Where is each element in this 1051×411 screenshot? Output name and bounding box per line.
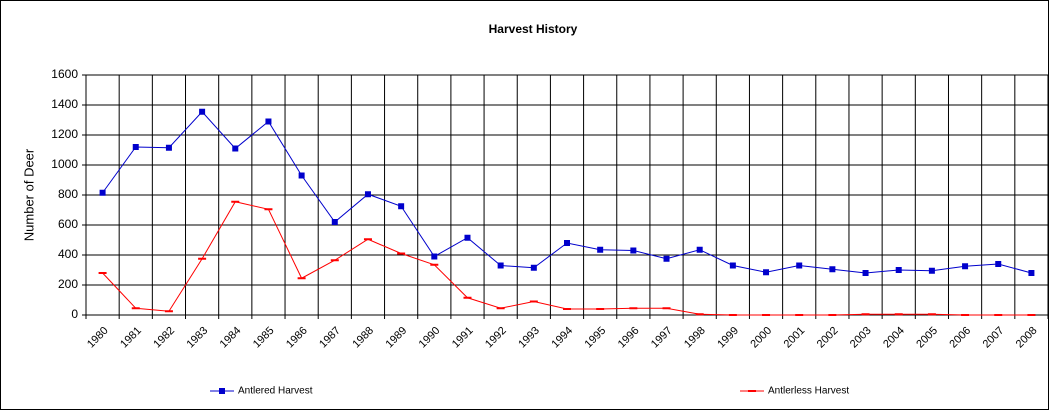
- y-tick-label: 600: [58, 217, 78, 231]
- legend-label: Antlered Harvest: [238, 386, 313, 397]
- marker: [728, 314, 737, 316]
- marker: [696, 246, 703, 253]
- y-tick-label: 1600: [51, 67, 78, 81]
- marker: [164, 310, 173, 313]
- y-tick-label: 800: [58, 187, 78, 201]
- marker: [862, 270, 869, 276]
- marker: [928, 267, 935, 274]
- marker: [496, 307, 505, 310]
- marker: [762, 314, 771, 316]
- y-tick-label: 1400: [51, 97, 78, 111]
- marker: [398, 203, 405, 210]
- marker: [961, 314, 970, 316]
- y-tick-label: 0: [71, 307, 78, 321]
- marker: [663, 255, 670, 262]
- marker: [199, 108, 206, 115]
- legend-label: Antlerless Harvest: [768, 386, 849, 397]
- marker: [232, 145, 239, 152]
- marker: [894, 313, 903, 316]
- marker: [264, 208, 273, 211]
- marker: [529, 300, 538, 303]
- marker: [330, 259, 339, 262]
- marker: [98, 272, 107, 274]
- marker: [597, 246, 604, 253]
- chart-title: Harvest History: [489, 22, 578, 36]
- legend-marker: [219, 388, 225, 394]
- marker: [265, 118, 272, 125]
- marker: [629, 307, 638, 310]
- y-axis-label: Number of Deer: [21, 148, 36, 241]
- marker: [464, 234, 471, 241]
- marker: [695, 313, 704, 316]
- marker: [231, 200, 240, 203]
- marker: [397, 252, 406, 255]
- marker: [828, 314, 837, 316]
- marker: [795, 314, 804, 316]
- marker: [364, 191, 371, 198]
- marker: [431, 253, 438, 260]
- marker: [530, 264, 537, 271]
- marker: [497, 262, 504, 269]
- marker: [596, 308, 605, 310]
- marker: [796, 262, 803, 269]
- marker: [630, 247, 637, 254]
- marker: [1028, 270, 1035, 276]
- marker: [331, 219, 338, 225]
- marker: [430, 263, 439, 266]
- marker: [729, 262, 736, 269]
- marker: [895, 267, 902, 273]
- marker: [132, 144, 139, 150]
- y-tick-label: 1200: [51, 127, 78, 141]
- marker: [927, 313, 936, 316]
- marker: [165, 144, 172, 151]
- legend-marker: [748, 390, 756, 392]
- y-tick-label: 1000: [51, 157, 78, 171]
- marker: [1027, 314, 1036, 316]
- marker: [198, 257, 207, 260]
- y-tick-label: 400: [58, 247, 78, 261]
- marker: [131, 307, 140, 310]
- marker: [662, 307, 671, 310]
- marker: [99, 189, 106, 196]
- marker: [995, 261, 1002, 267]
- y-tick-label: 200: [58, 277, 78, 291]
- marker: [829, 266, 836, 273]
- marker: [463, 296, 472, 299]
- marker: [363, 238, 372, 241]
- marker: [763, 269, 770, 276]
- marker: [962, 263, 969, 270]
- marker: [994, 314, 1003, 316]
- marker: [861, 313, 870, 316]
- marker: [564, 240, 570, 246]
- marker: [297, 277, 306, 280]
- marker: [563, 308, 571, 310]
- marker: [298, 172, 305, 179]
